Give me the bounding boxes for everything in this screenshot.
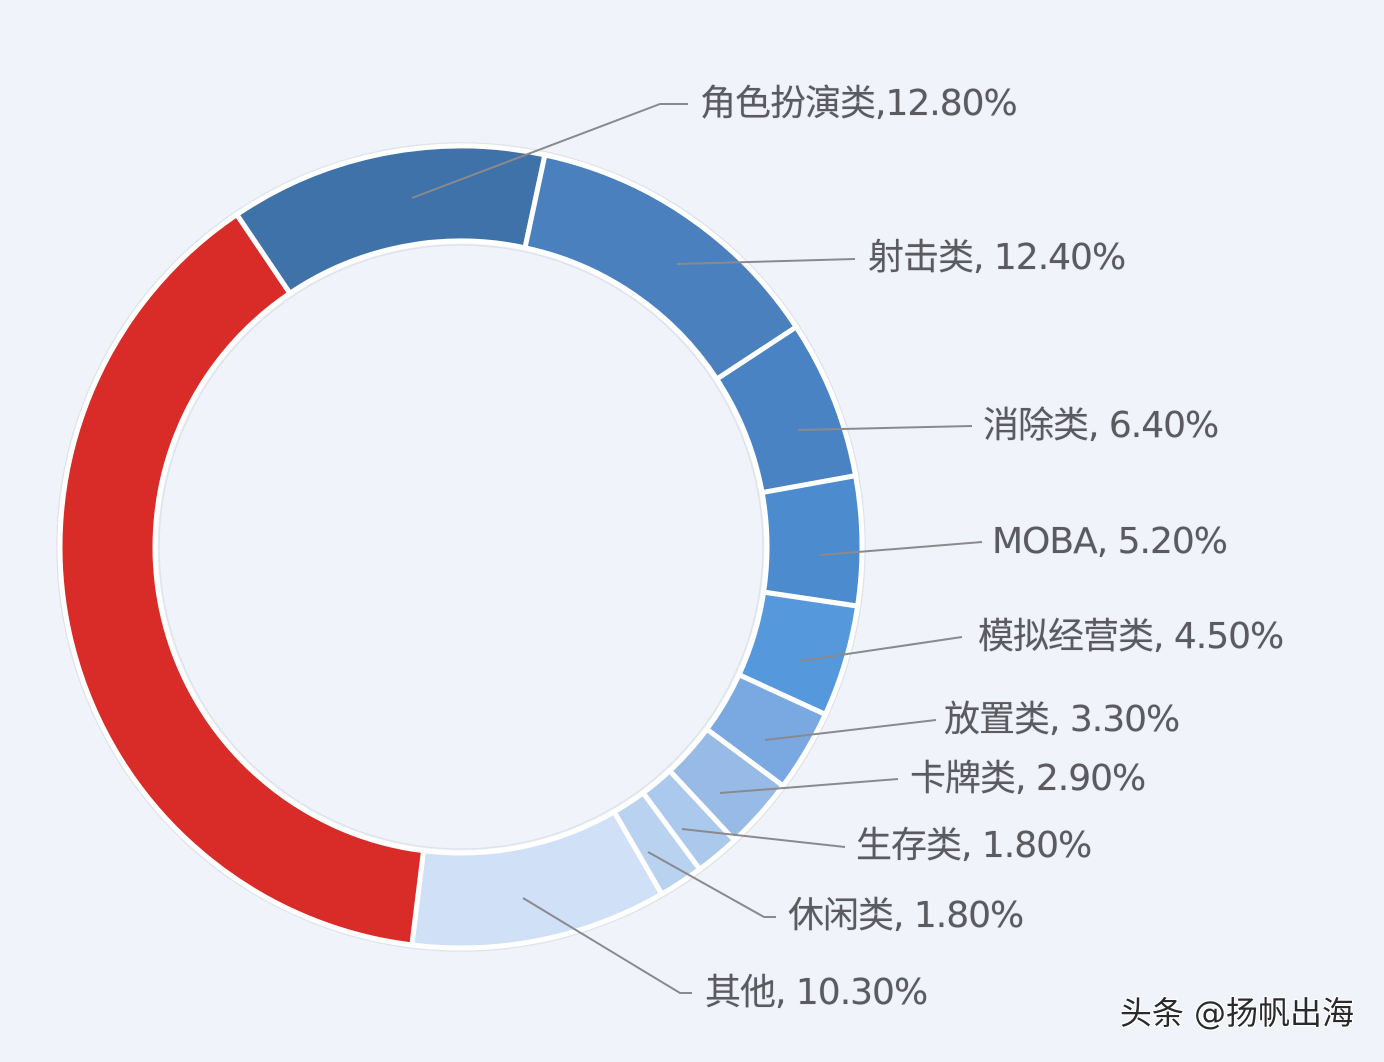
- segment-label: 休闲类, 1.80%: [788, 895, 1024, 936]
- leader-line: [799, 636, 963, 662]
- donut-segment-unlabeled: [57, 211, 427, 948]
- segment-label: 消除类, 6.40%: [983, 405, 1219, 446]
- leader-lines: [411, 103, 983, 994]
- leader-line: [719, 778, 899, 794]
- donut-segment-3: [759, 472, 865, 609]
- donut-segment-9: [409, 808, 666, 951]
- segment-label: 卡牌类, 2.90%: [910, 758, 1146, 799]
- watermark: 头条 @扬帆出海: [1119, 994, 1354, 1032]
- donut-segments: [57, 143, 865, 951]
- leader-line: [681, 828, 846, 848]
- leader-line: [764, 719, 937, 741]
- leader-line: [676, 258, 856, 265]
- leader-line: [797, 425, 973, 431]
- leader-line: [819, 541, 983, 556]
- segment-label: 放置类, 3.30%: [944, 699, 1180, 740]
- segment-label: 角色扮演类,12.80%: [700, 83, 1018, 124]
- leader-line: [411, 103, 688, 199]
- segment-label: 射击类, 12.40%: [868, 237, 1126, 278]
- outer-ring-outline: [56, 142, 866, 952]
- segment-label: 模拟经营类, 4.50%: [978, 616, 1284, 657]
- segment-label: 生存类, 1.80%: [856, 825, 1092, 866]
- leader-line: [522, 897, 692, 994]
- leader-line: [647, 851, 776, 918]
- segment-label: MOBA, 5.20%: [992, 521, 1228, 562]
- segment-label: 其他, 10.30%: [705, 972, 928, 1013]
- inner-ring-outline: [158, 244, 764, 850]
- donut-segment-1: [522, 151, 800, 383]
- donut-segment-0: [233, 143, 548, 297]
